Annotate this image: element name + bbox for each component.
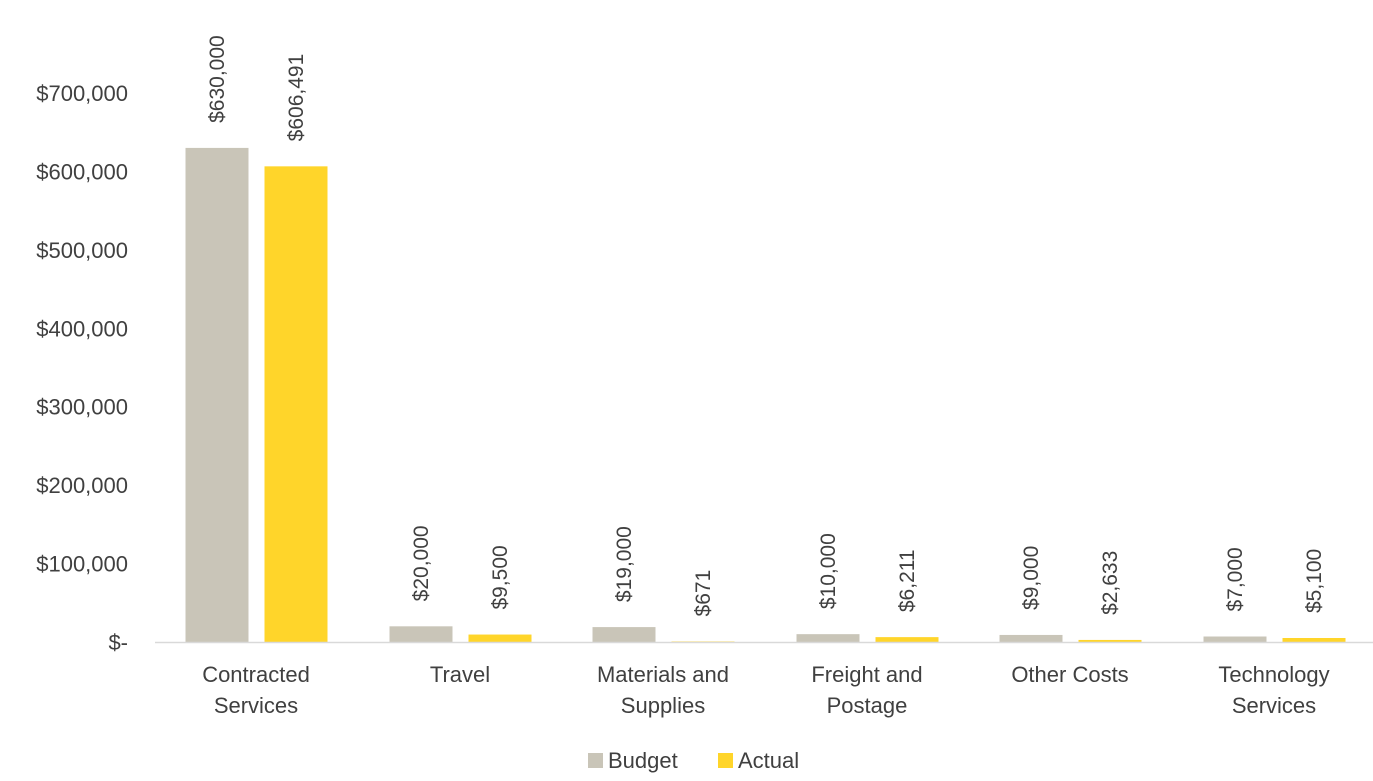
bar-budget-3: [796, 634, 860, 642]
x-category-label: Technology Services: [1218, 662, 1329, 718]
bar-actual-5: [1282, 638, 1346, 642]
x-category-label: Freight and Postage: [811, 662, 922, 718]
data-label: $2,633: [1099, 551, 1122, 615]
bar-actual-3: [875, 637, 939, 642]
data-label: $9,000: [1020, 546, 1043, 610]
legend-swatch-budget: [588, 753, 603, 768]
y-tick-label: $400,000: [36, 316, 128, 341]
data-label: $5,100: [1303, 549, 1326, 613]
x-category-label: Materials and Supplies: [597, 662, 729, 718]
data-label: $6,211: [896, 549, 919, 612]
plot-area: $630,000 $20,000 $19,000 $10,000 $9,000 $7,00…: [185, 35, 1346, 642]
legend: Budget Actual: [588, 748, 799, 773]
bar-budget-4: [999, 634, 1063, 642]
data-label: $7,000: [1224, 547, 1247, 611]
y-tick-label: $100,000: [36, 552, 128, 577]
x-category-label: Other Costs: [1011, 662, 1128, 687]
x-category-label: Contracted Services: [202, 662, 310, 718]
y-axis: $- $100,000 $200,000 $300,000 $400,000 $500,0…: [36, 81, 128, 655]
legend-label-budget: Budget: [608, 748, 678, 773]
bar-actual-4: [1078, 639, 1142, 642]
y-tick-label: $700,000: [36, 81, 128, 106]
bar-budget-1: [389, 626, 453, 642]
bar-actual-0: [264, 166, 328, 642]
x-axis: Contracted Services Travel Materials and Sup…: [155, 641, 1373, 718]
data-label: $10,000: [817, 533, 840, 609]
legend-label-actual: Actual: [738, 748, 799, 773]
bar-budget-2: [592, 627, 656, 642]
data-label: $630,000: [206, 35, 229, 123]
bar-actual-1: [468, 634, 532, 642]
data-label: $20,000: [410, 525, 433, 601]
data-label: $9,500: [489, 545, 512, 609]
y-tick-label: $500,000: [36, 238, 128, 263]
x-category-label: Travel: [430, 662, 490, 687]
bar-actual-2: [671, 641, 735, 642]
data-label: $606,491: [285, 54, 308, 142]
legend-swatch-actual: [718, 753, 733, 768]
y-tick-label: $600,000: [36, 159, 128, 184]
y-tick-label: $300,000: [36, 395, 128, 420]
data-label: $671: [692, 570, 715, 617]
y-tick-label: $-: [108, 630, 128, 655]
y-tick-label: $200,000: [36, 473, 128, 498]
bar-budget-5: [1203, 636, 1267, 642]
bar-budget-0: [185, 147, 249, 642]
data-label: $19,000: [613, 526, 636, 602]
